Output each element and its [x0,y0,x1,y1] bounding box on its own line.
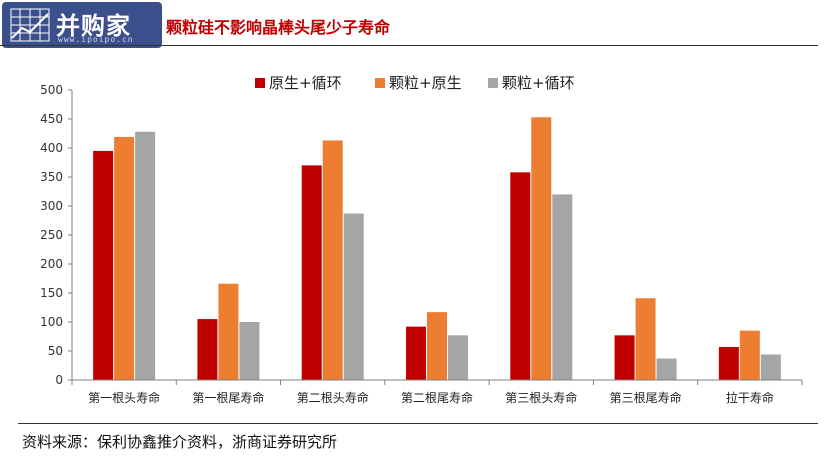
x-tick-label: 第三根头寿命 [505,390,577,405]
bar [531,117,552,380]
bar [406,326,426,380]
bar [718,346,739,380]
bar [343,213,364,380]
bar [301,165,322,380]
x-tick-label: 第三根尾寿命 [610,390,682,405]
y-tick-label: 150 [40,286,63,300]
bar [510,172,531,380]
bar [614,335,635,380]
logo: 并购家 www.ipoipo.cn [2,2,162,48]
y-tick-label: 0 [55,373,63,387]
y-tick-label: 400 [40,141,63,155]
y-tick-label: 350 [40,170,63,184]
footer-divider [18,423,818,424]
y-tick-label: 250 [40,228,63,242]
y-tick-label: 50 [48,344,63,358]
title-divider [0,45,818,46]
logo-text: 并购家 [56,12,131,40]
bar [322,140,343,380]
x-tick-label: 第一根头寿命 [88,390,160,405]
legend-label: 颗粒+循环 [502,74,575,92]
bar [218,283,239,380]
chart-legend: 原生+循环 颗粒+原生 颗粒+循环 [255,74,575,92]
bar [448,335,468,380]
page-title: 颗粒硅不影响晶棒头尾少子寿命 [166,18,391,37]
y-tick-label: 300 [40,199,63,213]
legend-swatch [375,78,385,88]
bar [427,312,447,380]
y-axis: 0 50 100 150 200 250 300 350 400 450 500 [40,83,73,387]
bar [239,322,260,380]
bar [760,354,781,380]
header: 并购家 www.ipoipo.cn 颗粒硅不影响晶棒头尾少子寿命 [0,0,835,50]
bar [197,319,218,380]
bar [656,358,677,380]
bar [635,298,656,380]
legend-swatch [255,78,265,88]
x-tick-label: 拉干寿命 [726,390,774,405]
x-tick-label: 第二根尾寿命 [401,390,473,405]
y-tick-label: 200 [40,257,63,271]
source-note: 资料来源：保利协鑫推介资料，浙商证券研究所 [22,433,338,451]
bar-chart: 原生+循环 颗粒+原生 颗粒+循环 0 50 100 150 200 250 300 350 400… [40,74,803,405]
bars [93,117,781,380]
x-tick-label: 第二根头寿命 [297,390,369,405]
bar [552,194,573,380]
logo-grid-icon [10,8,50,42]
x-axis: 第一根头寿命 第一根尾寿命 第二根头寿命 第二根尾寿命 第三根头寿命 第三根尾寿命 拉干寿命 [71,379,803,405]
logo-subtext: www.ipoipo.cn [58,35,134,44]
bar [135,131,156,380]
y-tick-label: 500 [40,83,63,97]
bar [739,330,760,380]
x-tick-label: 第一根尾寿命 [192,390,264,405]
bar [114,136,135,380]
legend-label: 原生+循环 [269,74,342,92]
legend-swatch [488,78,498,88]
y-tick-label: 100 [40,315,63,329]
bar [93,150,114,380]
y-tick-label: 450 [40,112,63,126]
legend-label: 颗粒+原生 [389,74,462,92]
